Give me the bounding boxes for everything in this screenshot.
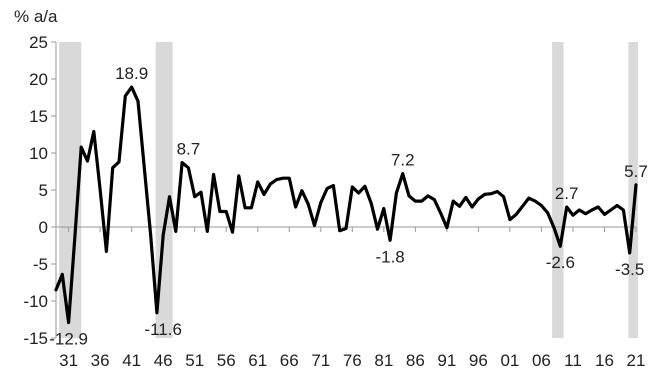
x-tick-label: 46: [154, 351, 173, 370]
recession-band-3: [628, 42, 638, 338]
x-tick-label: 66: [280, 351, 299, 370]
x-tick-label: 91: [437, 351, 456, 370]
y-axis-unit-label: % a/a: [14, 7, 58, 26]
x-tick-label: 76: [343, 351, 362, 370]
x-tick-label: 16: [595, 351, 614, 370]
data-label: -1.8: [375, 247, 404, 266]
y-tick-label: -5: [33, 255, 48, 274]
y-tick-label: 20: [29, 70, 48, 89]
x-tick-label: 86: [406, 351, 425, 370]
y-tick-label: 15: [29, 107, 48, 126]
x-tick-label: 56: [217, 351, 236, 370]
y-tick-label: 0: [39, 218, 48, 237]
data-label: 2.7: [555, 184, 579, 203]
x-tick-label: 81: [374, 351, 393, 370]
data-label: 5.7: [624, 162, 648, 181]
x-tick-label: 11: [564, 351, 582, 370]
x-tick-label: 21: [627, 351, 646, 370]
data-label: 18.9: [115, 64, 148, 83]
y-tick-label: 25: [29, 33, 48, 52]
x-tick-label: 96: [469, 351, 488, 370]
x-tick-label: 31: [59, 351, 78, 370]
data-label: -11.6: [144, 320, 182, 339]
series-line-0: [54, 85, 638, 325]
series-layer: [54, 85, 638, 325]
recession-band-0: [59, 42, 82, 338]
data-label: -2.6: [546, 253, 575, 272]
x-tick-label: 01: [500, 351, 519, 370]
y-tick-label: 5: [39, 181, 48, 200]
y-tick-label: 10: [29, 144, 48, 163]
y-tick-label: -10: [23, 292, 48, 311]
data-label-layer: -12.9 18.9 -11.6 8.7 -1.8 7.2 -2.6 2.7 -3.5 5.7: [49, 64, 648, 348]
x-tick-label: 71: [311, 351, 330, 370]
data-label: 7.2: [391, 151, 415, 170]
x-tick-label: 36: [91, 351, 110, 370]
x-tick-label: 41: [122, 351, 141, 370]
data-label: -3.5: [615, 260, 644, 279]
recession-shading-layer: [59, 42, 638, 338]
data-label: -12.9: [49, 329, 88, 348]
x-tick-label: 61: [248, 351, 267, 370]
x-tick-label: 06: [532, 351, 551, 370]
data-label: 8.7: [177, 140, 201, 159]
axes: -15 -10 -5 0 5 10 15 20 25 31 36 41 46 51 56 61 66 71 76 81…: [23, 33, 645, 370]
y-tick-label: -15: [23, 329, 48, 348]
x-tick-label: 51: [185, 351, 204, 370]
recession-band-2: [552, 42, 564, 338]
